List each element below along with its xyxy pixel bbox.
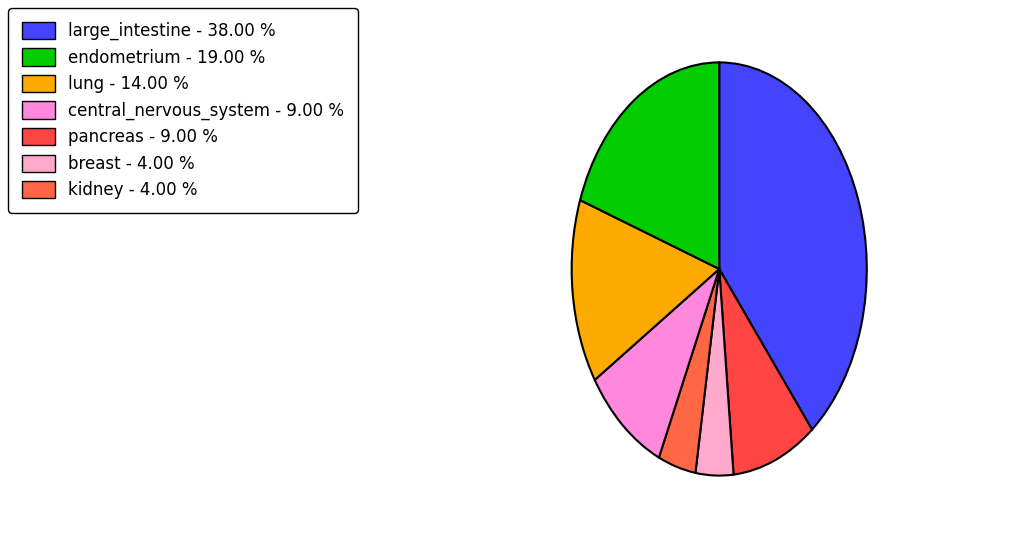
Wedge shape	[580, 62, 719, 269]
Wedge shape	[719, 269, 812, 475]
Wedge shape	[696, 269, 733, 476]
Wedge shape	[571, 200, 719, 380]
Wedge shape	[595, 269, 719, 457]
Legend: large_intestine - 38.00 %, endometrium - 19.00 %, lung - 14.00 %, central_nervou: large_intestine - 38.00 %, endometrium -…	[8, 8, 358, 213]
Wedge shape	[719, 62, 867, 430]
Wedge shape	[658, 269, 719, 473]
